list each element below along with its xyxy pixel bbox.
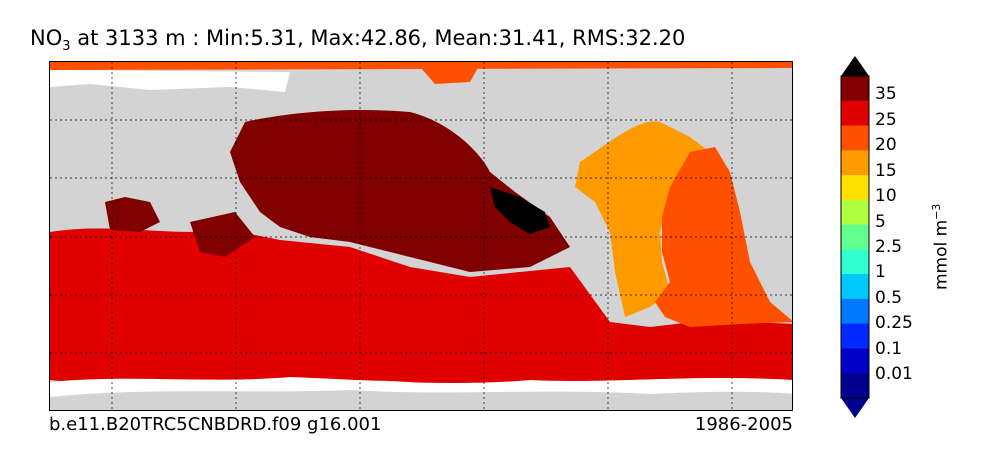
colorbar-segment <box>841 373 869 399</box>
colorbar-outline <box>840 75 870 399</box>
colorbar-label: 0.5 <box>875 288 903 308</box>
colorbar-segment <box>841 323 869 349</box>
colorbar-segment <box>841 76 869 102</box>
graticule <box>50 62 792 410</box>
indian-ocean-red <box>50 234 230 317</box>
colorbar-segment <box>841 249 869 275</box>
indian-ocean-dark-red <box>105 197 160 232</box>
units-text: mmol m <box>931 219 952 290</box>
units-exponent: −3 <box>930 203 943 220</box>
title-subscript: 3 <box>62 39 71 55</box>
max-region-black <box>490 187 550 234</box>
time-period: 1986-2005 <box>694 414 793 435</box>
colorbar-label: 20 <box>875 135 897 155</box>
north-atlantic-orange <box>575 121 710 317</box>
colorbar-label: 15 <box>875 161 897 181</box>
colorbar-label: 0.01 <box>875 364 913 384</box>
colorbar-label: 1 <box>875 262 886 282</box>
colorbar-segment <box>841 100 869 127</box>
colorbar-segment <box>841 298 869 325</box>
map-panel <box>49 61 793 411</box>
colorbar-segment <box>841 224 869 250</box>
title-stats: at 3133 m : Min:5.31, Max:42.86, Mean:31… <box>70 26 686 50</box>
colorbar-label: 2.5 <box>875 237 903 257</box>
colorbar-label: 0.25 <box>875 313 913 333</box>
maritime-dark-red <box>190 212 255 257</box>
arctic-band-red <box>50 62 792 70</box>
ocean-map <box>50 62 792 410</box>
colorbar-segment <box>841 348 869 374</box>
colorbar-segment <box>841 175 869 201</box>
colorbar-label: 10 <box>875 186 897 206</box>
colorbar-bottom-extension <box>841 398 869 418</box>
colorbar-segments <box>841 76 869 399</box>
colorbar-label: 25 <box>875 110 897 130</box>
colorbar-units: mmol m−3 <box>930 204 952 290</box>
colorbar-top-extension <box>841 56 869 76</box>
pacific-dark-red <box>230 110 570 272</box>
colorbar-segment <box>841 274 869 300</box>
antarctica-land <box>50 390 792 410</box>
colorbar-segment <box>841 199 869 226</box>
colorbar-segment <box>841 150 869 176</box>
greenland-sea-orange <box>420 64 480 84</box>
case-name: b.e11.B20TRC5CNBDRD.f09 g16.001 <box>49 414 382 435</box>
title-variable: NO <box>30 26 63 50</box>
colorbar-label: 35 <box>875 84 897 104</box>
plot-title: NO3 at 3133 m : Min:5.31, Max:42.86, Mea… <box>30 26 685 54</box>
missing-arctic-white <box>50 70 290 92</box>
colorbar-label: 0.1 <box>875 339 903 359</box>
colorbar <box>840 56 870 418</box>
atlantic-orange-red <box>655 147 792 327</box>
colorbar-label: 5 <box>875 212 886 232</box>
southern-ocean-red <box>50 228 792 391</box>
colorbar-segment <box>841 125 869 151</box>
